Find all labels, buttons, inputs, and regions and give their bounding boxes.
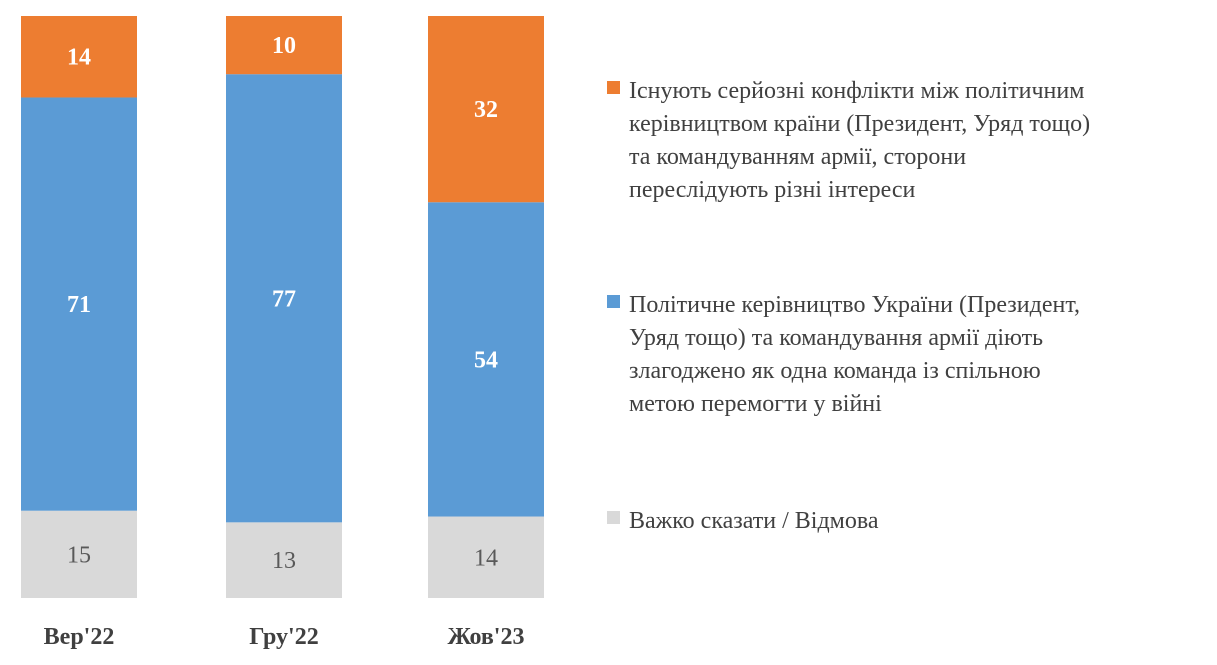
legend: Існують серйозні конфлікти між політични… [607, 78, 1090, 534]
legend-swatch-0 [607, 511, 620, 524]
legend-entry-2: Існують серйозні конфлікти між політични… [629, 78, 1090, 203]
category-label-0: Вер'22 [44, 624, 115, 650]
data-label-2-2: 32 [474, 97, 498, 123]
data-label-0-2: 14 [67, 45, 91, 71]
category-label-2: Жов'23 [448, 624, 525, 650]
bar-segment-2-1 [428, 202, 544, 517]
bar-segment-1-2 [226, 16, 342, 75]
category-labels: Вер'22 Гру'22 Жов'23 [44, 624, 525, 650]
bar-segment-2-0 [428, 516, 544, 598]
data-label-1-0: 13 [272, 548, 296, 574]
data-label-2-0: 14 [474, 545, 498, 571]
data-label-0-0: 15 [67, 542, 91, 568]
bar-segment-1-1 [226, 74, 342, 523]
data-label-1-1: 77 [272, 286, 296, 312]
data-label-0-1: 71 [67, 292, 91, 318]
legend-entry-0: Важко сказати / Відмова [629, 508, 879, 534]
legend-entry-1: Політичне керівництво України (Президент… [629, 292, 1080, 417]
bar-segment-1-0 [226, 522, 342, 598]
bar-segment-0-1 [21, 97, 137, 511]
legend-swatch-2 [607, 81, 620, 94]
category-label-1: Гру'22 [249, 624, 318, 650]
data-label-1-2: 10 [272, 33, 296, 59]
data-label-2-1: 54 [474, 347, 498, 373]
bar-segment-2-2 [428, 16, 544, 203]
bar-segment-0-0 [21, 510, 137, 598]
bar-segment-0-2 [21, 16, 137, 98]
legend-swatch-1 [607, 295, 620, 308]
bars-group: 15 71 14 13 77 10 14 54 32 [21, 16, 544, 598]
